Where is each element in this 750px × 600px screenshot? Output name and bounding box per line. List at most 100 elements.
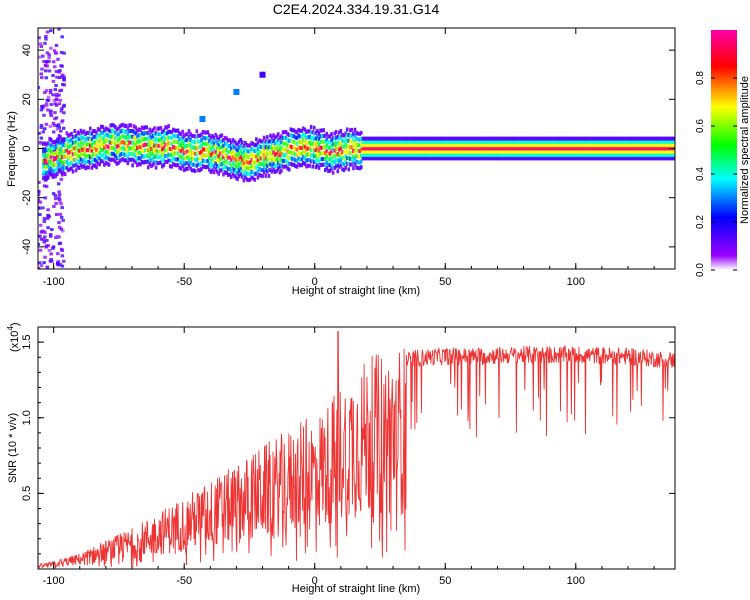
spectrogram-cell xyxy=(399,143,402,148)
spectrogram-cell xyxy=(477,156,481,161)
spectrogram-cell xyxy=(601,149,604,154)
spectrogram-cell xyxy=(441,139,445,144)
spectrogram-cell xyxy=(48,148,51,153)
spectrogram-cell xyxy=(286,166,289,171)
spectrogram-cell xyxy=(515,153,518,158)
spectrogram-cell xyxy=(424,153,427,158)
spectrogram-cell xyxy=(142,160,145,165)
spectrogram-cell xyxy=(43,175,47,180)
spectrogram-cell xyxy=(350,133,354,138)
spectrogram-cell xyxy=(432,156,435,161)
spectrogram-cell xyxy=(629,156,633,161)
spectrogram-cell xyxy=(270,163,274,168)
spectrogram-cell xyxy=(333,131,336,136)
colorbar-tick-label: 0.6 xyxy=(695,119,706,133)
spectrogram-cell xyxy=(342,162,346,167)
spectrogram-cell xyxy=(42,170,45,175)
spectrogram-cell xyxy=(656,156,659,161)
spectrogram-cell xyxy=(112,135,116,140)
spectrogram-cell xyxy=(272,150,275,155)
spectrogram-cell xyxy=(156,149,159,154)
spectrogram-cell xyxy=(234,158,238,163)
spectrogram-cell xyxy=(413,146,416,151)
spectrogram-noise-cell xyxy=(43,127,47,131)
spectrogram-cell xyxy=(613,156,617,161)
spectrogram-cell xyxy=(128,134,131,139)
spectrogram-cell xyxy=(428,156,432,161)
spectrogram-cell xyxy=(641,153,645,158)
spectrogram-cell xyxy=(286,137,289,142)
spectrogram-cell xyxy=(305,135,308,140)
spectrogram-cell xyxy=(565,156,568,161)
spectrogram-cell xyxy=(544,153,548,158)
spectrogram-cell xyxy=(649,143,653,148)
spectrogram-cell xyxy=(403,156,407,161)
spectrogram-cell xyxy=(620,136,623,141)
spectrogram-cell xyxy=(156,132,159,137)
spectrogram-cell xyxy=(187,134,191,139)
spectrogram-cell xyxy=(330,155,333,160)
spectrogram-cell xyxy=(574,156,578,161)
spectrogram-cell xyxy=(516,156,520,161)
spectrogram-cell xyxy=(302,143,305,148)
spectrogram-cell xyxy=(341,167,344,172)
spectrogram-cell xyxy=(305,130,308,135)
spectrogram-cell xyxy=(328,168,332,173)
spectrogram-cell xyxy=(502,143,506,148)
spectrogram-cell xyxy=(621,143,625,148)
spectrogram-cell xyxy=(233,145,236,150)
spectrogram-cell xyxy=(464,146,468,151)
spectrogram-cell xyxy=(204,159,208,164)
spectrogram-cell xyxy=(648,139,651,144)
spectrogram-cell xyxy=(311,130,315,135)
spectrogram-cell xyxy=(375,153,379,158)
spectrogram-cell xyxy=(496,149,499,154)
spectrogram-cell xyxy=(577,153,581,158)
spectrogram-noise-cell xyxy=(39,108,44,112)
spectrogram-cell xyxy=(317,160,321,165)
spectrogram-cell xyxy=(479,146,482,151)
spectrogram-cell xyxy=(652,143,656,148)
spectrogram-cell xyxy=(389,139,393,144)
spectrogram-cell xyxy=(410,153,413,158)
spectrogram-cell xyxy=(101,153,105,158)
spectrogram-cell xyxy=(60,155,64,160)
spectrogram-cell xyxy=(49,172,53,177)
spectrogram-cell xyxy=(309,142,313,147)
spectrogram-cell xyxy=(338,130,341,135)
spectrogram-cell xyxy=(568,136,571,141)
spectrogram-hotspot xyxy=(233,88,240,95)
spectrogram-cell xyxy=(598,139,601,144)
spectrogram-cell xyxy=(472,136,476,141)
spectrogram-cell xyxy=(270,158,274,163)
spectrogram-cell xyxy=(472,149,476,154)
spectrogram-cell xyxy=(251,159,255,164)
spectrogram-noise-cell xyxy=(59,177,64,181)
spectrogram-cell xyxy=(461,149,465,154)
spectrogram-cell xyxy=(419,146,423,151)
spectrogram-cell xyxy=(497,136,501,141)
spectrogram-cell xyxy=(267,139,271,144)
spectrogram-cell xyxy=(347,138,351,143)
spectrogram-cell xyxy=(450,153,454,158)
spectrogram-cell xyxy=(372,156,376,161)
spectrogram-cell xyxy=(436,149,440,154)
spectrogram-cell xyxy=(255,137,258,142)
spectrogram-cell xyxy=(430,136,434,141)
spectrogram-noise-cell xyxy=(61,218,65,222)
spectrogram-cell xyxy=(449,139,452,144)
spectrogram-cell xyxy=(629,136,633,141)
spectrogram-cell xyxy=(350,139,354,144)
spectrogram-cell xyxy=(220,156,224,161)
spectrogram-cell xyxy=(594,146,598,151)
spectrogram-cell xyxy=(162,134,166,139)
spectrogram-cell xyxy=(182,156,186,161)
spectrogram-cell xyxy=(496,139,499,144)
spectrogram-cell xyxy=(496,156,499,161)
spectrogram-cell xyxy=(623,136,626,141)
spectrogram-cell xyxy=(422,139,426,144)
spectrogram-cell xyxy=(615,153,618,158)
spectrogram-cell xyxy=(42,153,45,158)
spectrogram-cell xyxy=(565,136,568,141)
spectrogram-cell xyxy=(168,164,172,169)
